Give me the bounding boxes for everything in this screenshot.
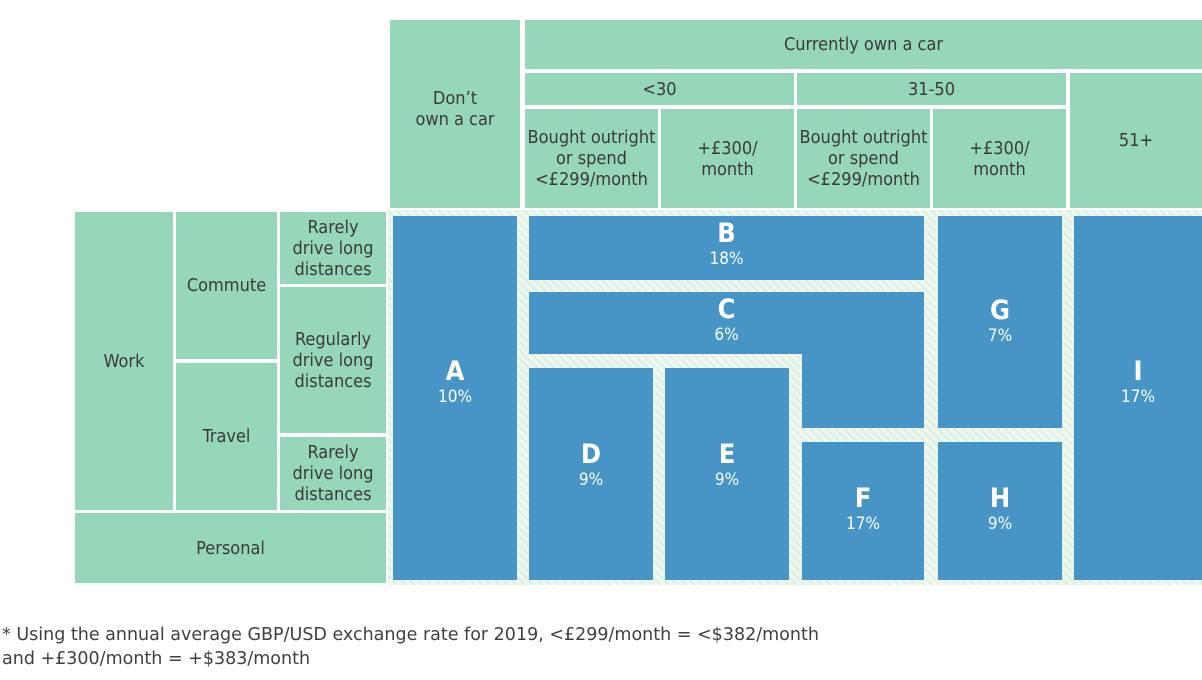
header-bought-outright-31-50: Bought outright or spend <£299/month <box>797 109 930 208</box>
segment-d <box>529 368 653 580</box>
header-spend-300-31-50: +£300/ month <box>933 109 1066 208</box>
segment-h <box>938 442 1062 580</box>
row-personal: Personal <box>75 513 386 583</box>
header-bought-outright-under-30: Bought outright or spend <£299/month <box>525 109 658 208</box>
segment-g <box>938 216 1062 428</box>
segment-b <box>529 216 924 280</box>
row-rarely-drive-2: Rarely drive long distances <box>280 437 386 510</box>
segment-a <box>393 216 517 580</box>
header-age-under-30: <30 <box>525 73 794 105</box>
segment-f <box>802 442 924 580</box>
header-dont-own-label: Don’t own a car <box>415 88 495 130</box>
header-spend-300-under-30: +£300/ month <box>661 109 794 208</box>
row-work: Work <box>75 212 173 510</box>
header-age-51-plus: 51+ <box>1070 73 1202 208</box>
row-travel: Travel <box>176 363 277 510</box>
row-commute: Commute <box>176 212 277 359</box>
row-regularly-drive: Regularly drive long distances <box>280 287 386 433</box>
segment-i <box>1074 216 1202 580</box>
header-age-31-50: 31-50 <box>797 73 1066 105</box>
header-dont-own: Don’t own a car <box>390 20 520 208</box>
header-currently-own: Currently own a car <box>525 20 1202 69</box>
segment-e <box>665 368 789 580</box>
segment-c <box>529 292 924 354</box>
row-rarely-drive-1: Rarely drive long distances <box>280 212 386 284</box>
footnote: * Using the annual average GBP/USD excha… <box>2 625 819 669</box>
segment-c-extension <box>802 352 924 428</box>
